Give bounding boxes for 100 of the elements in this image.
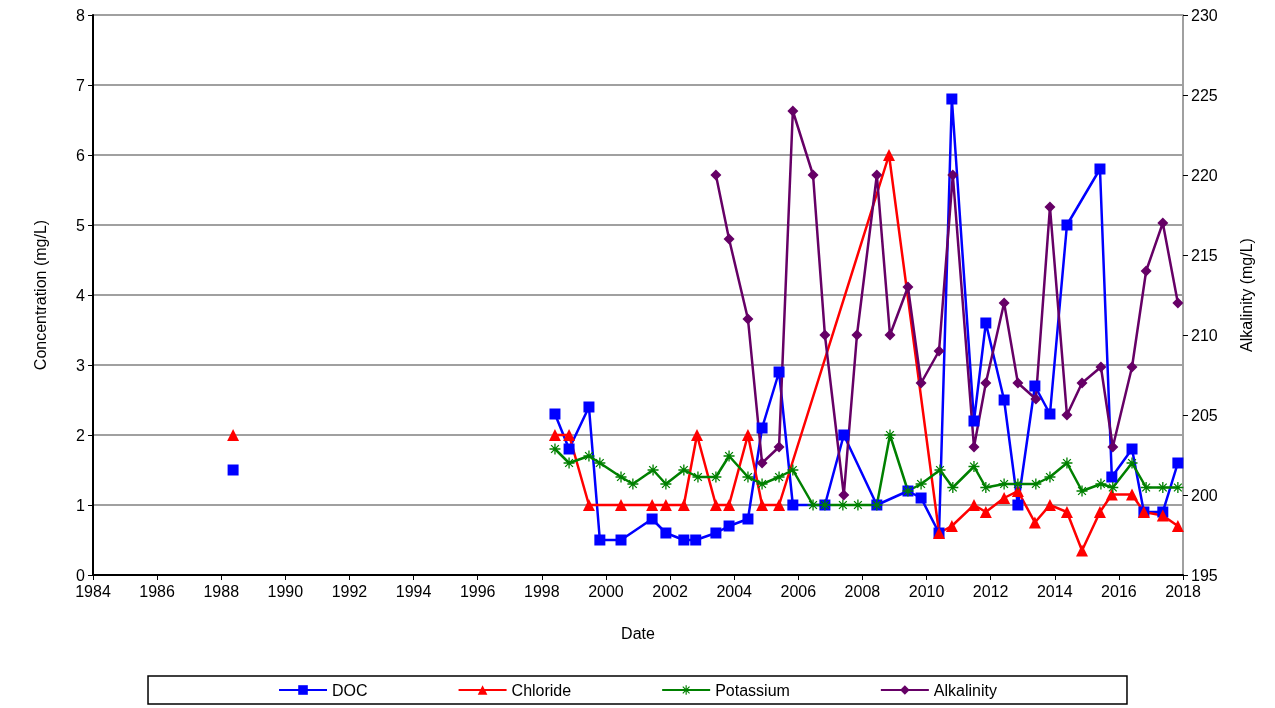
x-tick-label: 1998 bbox=[524, 582, 560, 600]
point bbox=[1061, 457, 1073, 469]
x-tick-label: 2016 bbox=[1101, 582, 1137, 600]
point bbox=[678, 534, 690, 546]
point bbox=[807, 169, 819, 181]
point bbox=[549, 408, 561, 420]
point bbox=[1126, 443, 1138, 455]
point bbox=[709, 499, 722, 511]
point bbox=[227, 464, 239, 476]
y-tick-label: 1 bbox=[76, 496, 86, 514]
point bbox=[660, 527, 672, 539]
point bbox=[1012, 478, 1024, 490]
point bbox=[563, 443, 575, 455]
point bbox=[1126, 488, 1139, 501]
point bbox=[1157, 217, 1169, 229]
point bbox=[548, 429, 561, 441]
point bbox=[884, 429, 896, 441]
x-tick-label: 2002 bbox=[652, 582, 688, 600]
point bbox=[1028, 516, 1041, 529]
point bbox=[1076, 544, 1089, 557]
x-tick-label: 2018 bbox=[1165, 582, 1201, 600]
point bbox=[968, 461, 980, 472]
point bbox=[998, 492, 1011, 504]
point bbox=[646, 513, 658, 525]
point bbox=[1105, 488, 1118, 501]
point bbox=[1076, 377, 1088, 389]
point bbox=[1012, 499, 1024, 511]
y-tick-label: 6 bbox=[76, 146, 86, 164]
point bbox=[723, 499, 736, 511]
x-tick-label: 1992 bbox=[331, 582, 368, 600]
x-tick-label: 2014 bbox=[1036, 582, 1073, 600]
point bbox=[646, 499, 659, 511]
point bbox=[851, 329, 863, 341]
point bbox=[979, 506, 992, 518]
point bbox=[615, 499, 628, 511]
point bbox=[1095, 361, 1107, 373]
point bbox=[756, 457, 768, 469]
point bbox=[1094, 163, 1106, 175]
point bbox=[945, 520, 958, 532]
point bbox=[1095, 478, 1107, 490]
point bbox=[947, 169, 959, 181]
y2-tick-label: 200 bbox=[1191, 486, 1218, 504]
point bbox=[980, 377, 992, 389]
point bbox=[787, 499, 799, 511]
point bbox=[773, 471, 785, 483]
point bbox=[838, 429, 850, 441]
point bbox=[582, 499, 595, 511]
point bbox=[968, 441, 980, 453]
point bbox=[583, 401, 595, 413]
point bbox=[710, 169, 722, 181]
point bbox=[742, 513, 754, 525]
point bbox=[659, 499, 672, 511]
point bbox=[1030, 393, 1042, 405]
point bbox=[968, 415, 980, 427]
point bbox=[1076, 485, 1088, 497]
y2-tick-label: 225 bbox=[1191, 86, 1218, 104]
point bbox=[594, 534, 606, 546]
point bbox=[723, 233, 735, 245]
y2-tick-label: 205 bbox=[1191, 406, 1218, 424]
point bbox=[1060, 506, 1073, 518]
point bbox=[946, 93, 958, 105]
x-tick-label: 2000 bbox=[588, 582, 624, 600]
x-tick-label: 2008 bbox=[844, 582, 881, 600]
point bbox=[1044, 471, 1056, 483]
y-tick-label: 8 bbox=[76, 6, 86, 24]
x-tick-label: 2006 bbox=[780, 582, 817, 600]
point bbox=[934, 464, 946, 476]
point bbox=[787, 464, 799, 476]
point bbox=[1061, 409, 1073, 421]
point bbox=[884, 329, 896, 341]
point bbox=[1093, 506, 1106, 518]
y2-tick-label: 210 bbox=[1191, 326, 1218, 344]
point bbox=[723, 520, 735, 532]
point bbox=[1029, 380, 1041, 392]
point bbox=[1172, 297, 1184, 309]
point bbox=[647, 464, 659, 476]
point bbox=[742, 471, 754, 483]
legend-label: Potassium bbox=[715, 681, 790, 699]
y2-axis-title: Alkalinity (mg/L) bbox=[1237, 238, 1255, 352]
point bbox=[692, 471, 704, 483]
point bbox=[773, 499, 786, 511]
point bbox=[1126, 361, 1138, 373]
y-tick-label: 4 bbox=[76, 286, 86, 304]
point bbox=[756, 422, 768, 434]
x-tick-label: 1990 bbox=[267, 582, 304, 600]
point bbox=[915, 492, 927, 504]
point bbox=[627, 478, 639, 490]
point bbox=[871, 169, 883, 181]
point bbox=[563, 457, 575, 469]
point bbox=[660, 478, 672, 490]
point bbox=[1156, 509, 1169, 522]
x-tick-label: 1996 bbox=[459, 582, 496, 600]
y2-tick-label: 195 bbox=[1191, 566, 1218, 584]
point bbox=[933, 345, 945, 357]
point bbox=[690, 534, 702, 546]
point bbox=[756, 478, 768, 490]
point bbox=[915, 377, 927, 389]
point bbox=[819, 329, 831, 341]
point bbox=[594, 457, 606, 469]
x-tick-label: 2012 bbox=[972, 582, 1009, 600]
